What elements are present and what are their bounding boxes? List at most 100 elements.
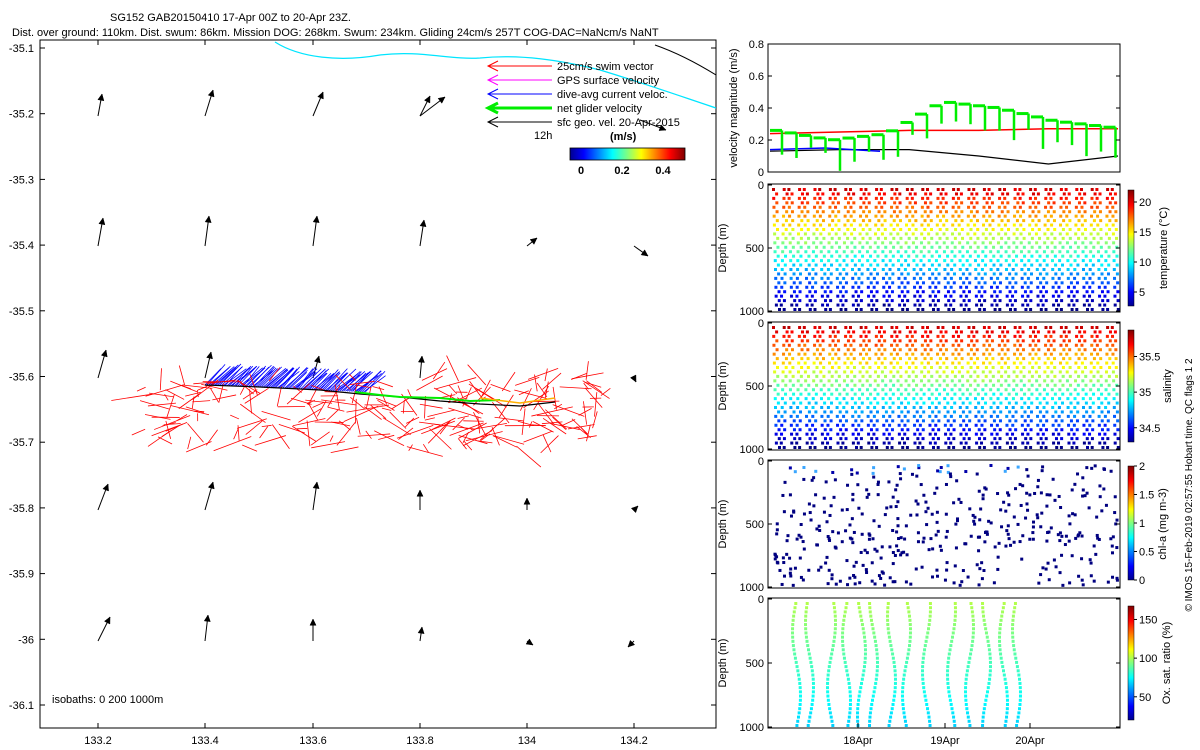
chla-dot — [1007, 494, 1010, 497]
profile-dot — [1019, 206, 1022, 209]
profile-dot — [999, 290, 1002, 293]
profile-dot — [813, 224, 816, 227]
profile-dot — [905, 241, 908, 244]
profile-dot — [808, 272, 811, 275]
profile-dot — [905, 215, 908, 218]
oxygen-dot — [1005, 716, 1008, 719]
profile-dot — [893, 366, 896, 369]
profile-dot — [942, 197, 945, 200]
profile-dot — [1000, 255, 1003, 258]
profile-dot — [953, 290, 956, 293]
chla-dot — [828, 569, 831, 572]
profile-dot — [798, 197, 801, 200]
chla-dot — [1095, 516, 1098, 519]
profile-dot — [1106, 299, 1109, 302]
chla-dot — [1094, 553, 1097, 556]
profile-dot — [1008, 410, 1011, 413]
profile-dot — [957, 215, 960, 218]
profile-dot — [1062, 357, 1065, 360]
profile-dot — [946, 393, 949, 396]
chla-dot — [839, 580, 842, 583]
oxygen-dot — [901, 695, 904, 698]
chla-dot — [1009, 544, 1012, 547]
profile-dot — [853, 384, 856, 387]
profile-dot — [936, 232, 939, 235]
profile-dot — [843, 250, 846, 253]
profile-dot — [816, 330, 819, 333]
oxygen-dot — [829, 711, 832, 714]
profile-dot — [813, 206, 816, 209]
profile-dot — [1053, 339, 1056, 342]
profile-dot — [1065, 224, 1068, 227]
chla-dot — [1041, 465, 1044, 468]
profile-dot — [1103, 295, 1106, 298]
profile-dot — [845, 290, 848, 293]
profile-dot — [995, 442, 998, 445]
profile-dot — [947, 272, 950, 275]
profile-dot — [1061, 281, 1064, 284]
profile-dot — [1105, 353, 1108, 356]
profile-dot — [852, 339, 855, 342]
profile-dot — [991, 219, 994, 222]
profile-dot — [939, 339, 942, 342]
profile-dot — [1062, 210, 1065, 213]
profile-dot — [784, 264, 787, 267]
profile-dot — [929, 433, 932, 436]
profile-dot — [1036, 295, 1039, 298]
profile-dot — [930, 237, 933, 240]
profile-dot — [835, 397, 838, 400]
chla-dot — [897, 524, 900, 527]
profile-dot — [908, 366, 911, 369]
profile-dot — [952, 197, 955, 200]
oxygen-dot — [791, 631, 794, 634]
profile-dot — [797, 379, 800, 382]
profile-dot — [1108, 384, 1111, 387]
profile-dot — [1113, 286, 1116, 289]
oxygen-dot — [929, 602, 932, 605]
colorbar-tick-label: 35.5 — [1139, 352, 1160, 364]
profile-dot — [830, 419, 833, 422]
profile-dot — [1020, 250, 1023, 253]
oxygen-dot — [889, 644, 892, 647]
oxygen-dot — [812, 695, 815, 698]
oxygen-dot — [1018, 703, 1021, 706]
profile-dot — [922, 419, 925, 422]
profile-dot — [816, 348, 819, 351]
profile-dot — [788, 335, 791, 338]
chla-dot — [1040, 491, 1043, 494]
profile-dot — [791, 201, 794, 204]
profile-dot — [849, 188, 852, 191]
legend-label-geo: sfc geo. vel. 20-Apr-2015 — [557, 117, 680, 129]
profile-dot — [934, 424, 937, 427]
profile-dot — [976, 348, 979, 351]
profile-dot — [836, 442, 839, 445]
profile-dot — [1061, 393, 1064, 396]
profile-dot — [872, 442, 875, 445]
profile-dot — [834, 224, 837, 227]
profile-dot — [1009, 299, 1012, 302]
profile-dot — [993, 437, 996, 440]
profile-dot — [934, 433, 937, 436]
profile-dot — [934, 277, 937, 280]
profile-dot — [815, 237, 818, 240]
profile-dot — [953, 255, 956, 258]
profile-dot — [947, 281, 950, 284]
profile-dot — [984, 393, 987, 396]
profile-dot — [1058, 415, 1061, 418]
chla-dot — [940, 466, 943, 469]
profile-dot — [1067, 433, 1070, 436]
profile-dot — [866, 232, 869, 235]
profile-dot — [807, 366, 810, 369]
profile-dot — [1076, 264, 1079, 267]
profile-dot — [1023, 402, 1026, 405]
profile-dot — [974, 415, 977, 418]
oxygen-dot — [792, 615, 795, 618]
profile-dot — [943, 259, 946, 262]
oxygen-dot — [849, 707, 852, 710]
profile-dot — [962, 419, 965, 422]
profile-dot — [1096, 206, 1099, 209]
profile-dot — [985, 375, 988, 378]
profile-dot — [781, 250, 784, 253]
profile-dot — [1037, 442, 1040, 445]
profile-dot — [963, 308, 966, 311]
